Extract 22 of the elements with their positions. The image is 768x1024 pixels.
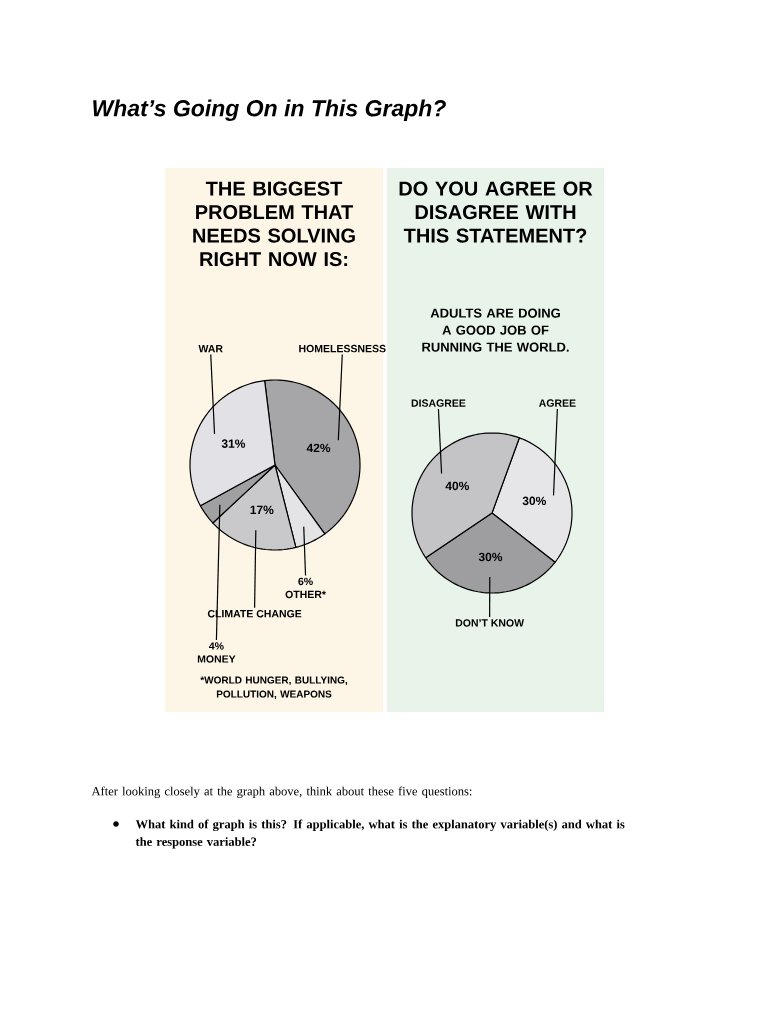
chart-subtitle: ADULTS ARE DOING A GOOD JOB OF RUNNING THE WORLD. — [422, 308, 569, 352]
data-label: 30% — [522, 496, 546, 506]
data-label: 4% — [208, 642, 224, 650]
slice-label: MONEY — [197, 655, 236, 663]
chart-title: THE BIGGEST PROBLEM THAT NEEDS SOLVING RIGHT NOW IS: — [193, 181, 355, 267]
text: After looking closely at the graph above, think about these five questions: — [91, 786, 472, 799]
slice-label: HOMELESSNESS — [299, 344, 386, 353]
slice-label: DON’T KNOW — [455, 619, 525, 627]
data-label: 40% — [445, 481, 470, 491]
data-label: 17% — [250, 505, 274, 515]
text: *WORLD HUNGER, BULLYING, POLLUTION, WEAPONS — [200, 676, 348, 700]
data-label: 42% — [306, 443, 331, 453]
data-label: 31% — [221, 439, 246, 448]
slice-label: OTHER* — [285, 590, 326, 599]
chart-title: DO YOU AGREE OR DISAGREE WITH THIS STATEMENT? — [399, 181, 593, 243]
slice-label: AGREE — [538, 399, 576, 407]
data-label: 30% — [478, 552, 503, 562]
text: What kind of graph is this? If applicable, what is the explanatory variable(s) and what is the response variable? — [135, 819, 625, 849]
data-label: 6% — [298, 577, 313, 586]
slice-label: DISAGREE — [411, 399, 466, 407]
text: What’s Going On in This Graph? — [93, 99, 446, 121]
slice-label: WAR — [198, 345, 223, 353]
